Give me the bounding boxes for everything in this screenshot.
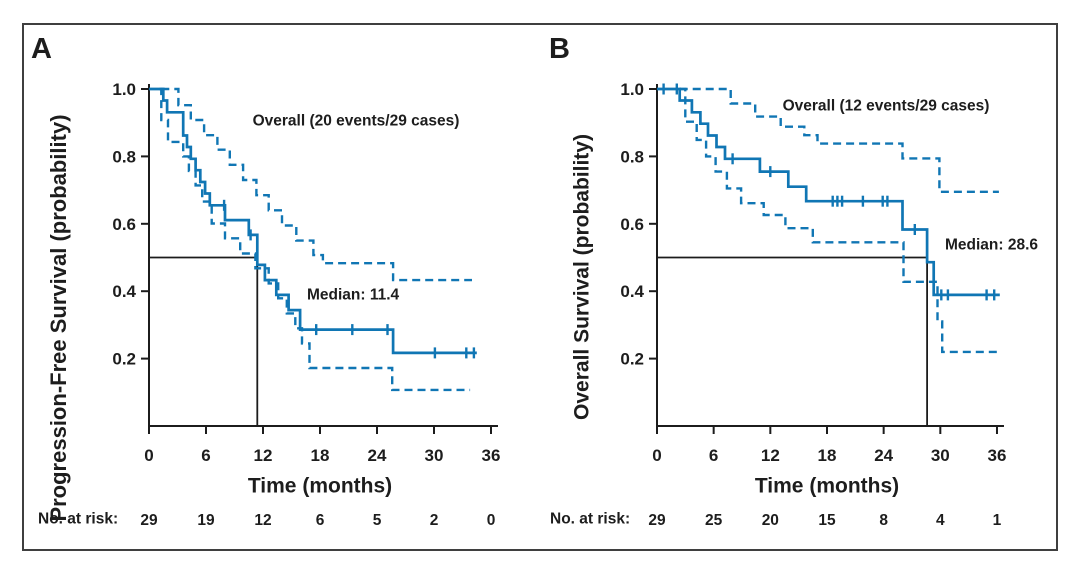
risk-count: 4 [936,512,945,529]
panel-a-overall-annotation: Overall (20 events/29 cases) [252,112,460,130]
panel-b-y-axis-title: Overall Survival (probability) [570,134,594,420]
risk-count: 29 [648,512,666,529]
x-tick-label: 18 [311,446,330,465]
x-tick-label: 18 [818,446,837,465]
panel-a-median-label: Median: 11.4 [307,286,400,304]
risk-count: 8 [879,512,888,529]
confidence-interval-path [161,87,472,282]
x-tick-label: 36 [988,446,1007,465]
risk-count: 0 [487,512,496,529]
panel-b-no-at-risk-label: No. at risk: [550,510,631,528]
risk-count: 12 [254,512,271,529]
y-tick-label: 1.0 [112,80,136,99]
panel-a-no-at-risk-label: No. at risk: [38,510,119,528]
panel-a-letter: A [31,33,52,65]
median-reference-line [657,256,928,426]
panel-b-median-label: Median: 28.6 [945,236,1039,254]
x-tick-label: 30 [425,446,444,465]
risk-count: 19 [197,512,215,529]
y-tick-label: 0.6 [620,215,644,234]
y-tick-label: 1.0 [620,80,644,99]
risk-count: 2 [430,512,439,529]
risk-count: 6 [316,512,325,529]
km-estimate-path [657,87,1000,297]
risk-count: 20 [762,512,779,529]
panel-a: 0 29 6 19 12 12 18 6 24 5 30 2 36 0 0.2 0.4 0.6 0.8 1.0 [112,80,500,529]
panel-a-x-axis-title: Time (months) [247,474,393,498]
x-tick-label: 24 [874,446,893,465]
x-tick-label: 30 [931,446,950,465]
x-tick-label: 0 [144,446,153,465]
panel-b-overall-annotation: Overall (12 events/29 cases) [782,97,990,115]
risk-count: 5 [373,512,382,529]
x-tick-label: 24 [368,446,387,465]
y-tick-label: 0.4 [112,282,136,301]
confidence-interval-path [679,87,999,354]
panel-b-letter: B [549,33,570,65]
x-tick-label: 6 [709,446,718,465]
y-tick-label: 0.8 [112,147,136,166]
panel-a-y-axis-title: Progression-Free Survival (probability) [46,114,71,522]
y-tick-label: 0.4 [620,282,644,301]
risk-count: 29 [140,512,158,529]
x-tick-label: 12 [761,446,780,465]
y-tick-label: 0.2 [620,350,644,369]
panel-b-x-axis-title: Time (months) [754,474,900,498]
panel-b: 0 29 6 25 12 20 18 15 24 8 30 4 36 1 0.2 0.4 0.6 0.8 1.0 [620,80,1006,529]
confidence-interval-path [159,87,471,392]
figure-border [22,23,1058,551]
x-tick-label: 36 [482,446,501,465]
risk-count: 25 [705,512,723,529]
x-tick-label: 12 [254,446,273,465]
y-tick-label: 0.2 [112,350,136,369]
risk-count: 1 [993,512,1002,529]
km-estimate-path [149,87,477,355]
x-tick-label: 6 [201,446,210,465]
median-reference-line [149,256,259,426]
risk-count: 15 [818,512,836,529]
y-tick-label: 0.6 [112,215,136,234]
x-tick-label: 0 [652,446,661,465]
y-tick-label: 0.8 [620,147,644,166]
